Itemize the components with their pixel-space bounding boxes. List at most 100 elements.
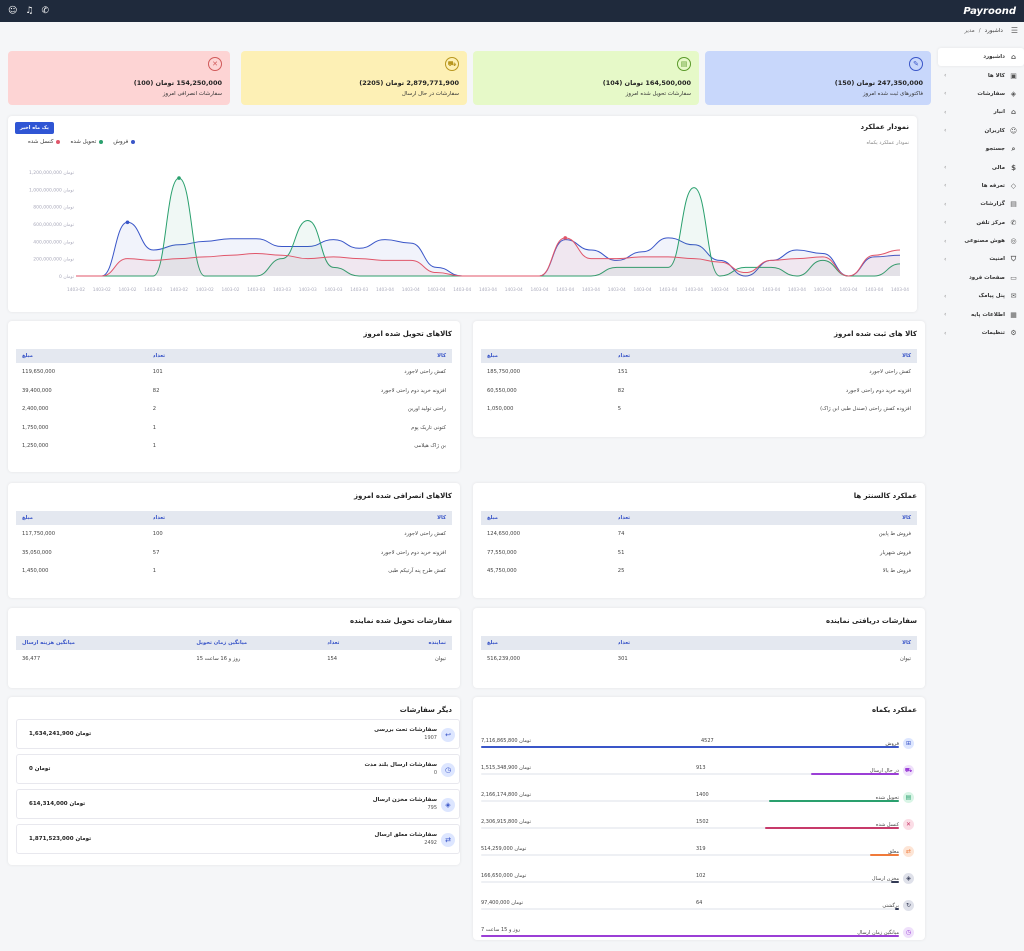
month-filter-button[interactable]: یک ماه اخیر — [15, 122, 54, 134]
other-orders-card: دیگر سفارشات ↩ سفارشات تحت بررسی 1907 1,634… — [8, 697, 460, 865]
table-row[interactable]: 2,400,000 2 راحتی تولید اورین — [16, 400, 452, 419]
other-order-item[interactable]: ◷ سفارشات ارسال بلند مدت 0 0 تومان — [16, 754, 460, 784]
monthly-row[interactable]: ◷ میانگین زمان ارسال 7 روز و 15 ساعت — [481, 923, 916, 951]
column-header[interactable]: تعداد — [321, 636, 387, 650]
column-header[interactable]: نماینده — [386, 636, 452, 650]
sidebar-item[interactable]: ⛉ امنیت ‹ — [938, 250, 1024, 268]
table-cell: کفش راحتی لاجورد — [404, 531, 446, 538]
column-header[interactable]: تعداد — [611, 349, 743, 363]
monthly-row[interactable]: ✕ کنسل شده 1502 2,306,915,800 تومان — [481, 815, 916, 843]
stat-card[interactable]: ✕ 154,250,000 تومان (100) سفارشات انصرافی … — [8, 51, 230, 105]
table-row[interactable]: 124,650,000 74 فروش ط پایین — [481, 525, 917, 544]
series-line[interactable] — [75, 237, 901, 277]
column-header[interactable]: کالا — [277, 511, 452, 525]
menu-icon[interactable]: ☰ — [1010, 26, 1018, 35]
monthly-count: 1502 — [696, 819, 709, 825]
table-row[interactable]: 45,750,000 25 فروش ط بالا — [481, 562, 917, 581]
monthly-row[interactable]: ◈ مخزن ارسال 102 166,650,000 تومان — [481, 869, 916, 897]
table-row[interactable]: 39,400,000 82 افزونه خرید دوم راحتی لاجورد — [16, 382, 452, 401]
table-cell: 60,550,000 — [487, 387, 517, 394]
table-row[interactable]: 117,750,000 100 کفش راحتی لاجورد — [16, 525, 452, 544]
column-header[interactable]: میانگین زمان تحویل — [190, 636, 322, 650]
x-tick-label: 1403-02 — [170, 287, 188, 293]
x-tick-label: 1403-02 — [119, 287, 137, 293]
sidebar-item[interactable]: $ مالی ‹ — [938, 158, 1024, 176]
column-header[interactable]: تعداد — [611, 511, 743, 525]
legend-item[interactable]: تحویل شده — [70, 139, 104, 145]
sidebar-item[interactable]: ⌂ انبار ‹ — [938, 103, 1024, 121]
column-header[interactable]: تعداد — [146, 511, 278, 525]
stat-card[interactable]: ⛟ 2,879,771,900 تومان (2205) سفارشات در حا… — [241, 51, 467, 105]
column-header[interactable]: مبلغ — [16, 349, 147, 363]
legend-item[interactable]: کنسل شده — [28, 139, 61, 145]
sidebar-item[interactable]: ◈ سفارشات ‹ — [938, 85, 1024, 103]
column-header[interactable]: مبلغ — [481, 511, 612, 525]
column-header[interactable]: کالا — [742, 636, 917, 650]
sidebar-item[interactable]: ⌕ جستجو — [938, 140, 1024, 158]
table-row[interactable]: 1,450,000 1 کفش طرح پنه آرتیکم طبی — [16, 562, 452, 581]
column-header[interactable]: میانگین هزینه ارسال — [16, 636, 191, 650]
delivered-today-title: کالاهای تحویل شده امروز — [363, 330, 452, 338]
monthly-row[interactable]: ▤ تحویل شده 1400 2,166,174,800 تومان — [481, 788, 916, 816]
table-cell: 185,750,000 — [487, 369, 521, 376]
sidebar-item[interactable]: ▦ اطلاعات پایه ‹ — [938, 305, 1024, 323]
sidebar-item[interactable]: ▤ گزارشات ‹ — [938, 195, 1024, 213]
other-order-item[interactable]: ◈ سفارشات مخزن ارسال 795 614,314,000 تومان — [16, 789, 460, 819]
table-row[interactable]: 1,050,000 5 افزوده کفش راحتی (صندل طبی ابن… — [481, 400, 917, 419]
monthly-row[interactable]: ⇄ معلق 319 514,259,000 تومان — [481, 842, 916, 870]
other-orders-title: دیگر سفارشات — [399, 706, 452, 714]
stat-card[interactable]: ✎ 247,350,000 تومان (150) فاکتورهای ثبت شد… — [705, 51, 931, 105]
x-tick-label: 1403-02 — [93, 287, 111, 293]
column-header[interactable]: کالا — [277, 349, 452, 363]
series-peak-point[interactable] — [563, 236, 568, 240]
sidebar-item[interactable]: ☺ کاربران ‹ — [938, 122, 1024, 140]
sidebar-item[interactable]: ✆ مرکز تلفن ‹ — [938, 214, 1024, 232]
table-row[interactable]: 516,239,000 301 تیوان — [481, 650, 917, 669]
series-peak-point[interactable] — [177, 176, 181, 180]
table-row[interactable]: 185,750,000 151 کفش راحتی لاجورد — [481, 363, 917, 382]
stat-value: 247,350,000 تومان (150) — [834, 79, 923, 87]
user-icon[interactable]: ☺ — [8, 6, 18, 16]
table-row[interactable]: 1,250,000 1 بن ژاک هیلامی — [16, 437, 452, 456]
monthly-row[interactable]: ⊞ فروش 4527 7,116,865,800 تومان — [481, 734, 916, 762]
sidebar-item[interactable]: ✉ پنل پیامک ‹ — [938, 287, 1024, 305]
monthly-row[interactable]: ⛟ در حال ارسال 913 1,515,348,900 تومان — [481, 761, 916, 789]
column-header[interactable]: مبلغ — [481, 636, 612, 650]
legend-dot — [99, 140, 104, 144]
table-cell: 1,050,000 — [487, 406, 514, 413]
x-tick-label: 1403-02 — [222, 287, 240, 293]
sidebar-item[interactable]: ◇ تعرفه ها ‹ — [938, 177, 1024, 195]
bell-icon[interactable]: ♫ — [25, 6, 34, 16]
sidebar-item[interactable]: ⚙ تنظیمات ‹ — [938, 324, 1024, 342]
breadcrumb-home[interactable]: مدیر — [964, 27, 975, 34]
table-cell: افزونه خرید دوم راحتی لاجورد — [380, 549, 446, 556]
table-row[interactable]: 1,750,000 1 کتونی تاریک پوم — [16, 419, 452, 438]
series-peak-point[interactable] — [125, 220, 130, 225]
sidebar-item[interactable]: ▣ کالا ها ‹ — [938, 66, 1024, 84]
column-header[interactable]: مبلغ — [16, 511, 147, 525]
y-tick-label: 0 تومان — [59, 274, 75, 280]
legend-item[interactable]: فروش — [113, 139, 136, 145]
other-order-item[interactable]: ↩ سفارشات تحت بررسی 1907 1,634,241,900 توما… — [16, 719, 460, 749]
stat-card[interactable]: ▤ 164,500,000 تومان (104) سفارشات تحویل شد… — [473, 51, 699, 105]
column-header[interactable]: کالا — [742, 511, 917, 525]
table-row[interactable]: 36,477 15 روز و 16 ساعت 154 تیوان — [16, 650, 452, 669]
table-row[interactable]: 77,550,000 51 فروش شهریار — [481, 544, 917, 563]
column-header[interactable]: مبلغ — [481, 349, 612, 363]
close-icon: ✕ — [903, 819, 914, 830]
column-header[interactable]: تعداد — [146, 349, 278, 363]
column-header[interactable]: کالا — [742, 349, 917, 363]
column-header[interactable]: تعداد — [611, 636, 743, 650]
monthly-row[interactable]: ↻ برگشتی 64 97,400,000 تومان — [481, 896, 916, 924]
sidebar-item[interactable]: ◎ هوش مصنوعی ‹ — [938, 232, 1024, 250]
table-row[interactable]: 60,550,000 82 افزونه خرید دوم راحتی لاجورد — [481, 382, 917, 401]
phone-icon[interactable]: ✆ — [41, 6, 50, 16]
chevron-left-icon: ‹ — [944, 127, 947, 135]
sidebar-item[interactable]: ⌂ داشبورد — [938, 48, 1024, 67]
other-order-item[interactable]: ⇄ سفارشات معلق ارسال 2492 1,871,523,000 توم… — [16, 824, 460, 854]
table-row[interactable]: 35,050,000 57 افزونه خرید دوم راحتی لاجورد — [16, 544, 452, 563]
table-row[interactable]: 119,650,000 101 کفش راحتی لاجورد — [16, 363, 452, 382]
sidebar-item[interactable]: ▭ صفحات فرود — [938, 269, 1024, 287]
monthly-label: برگشتی — [882, 903, 899, 909]
monthly-title: عملکرد یکماه — [872, 706, 917, 714]
